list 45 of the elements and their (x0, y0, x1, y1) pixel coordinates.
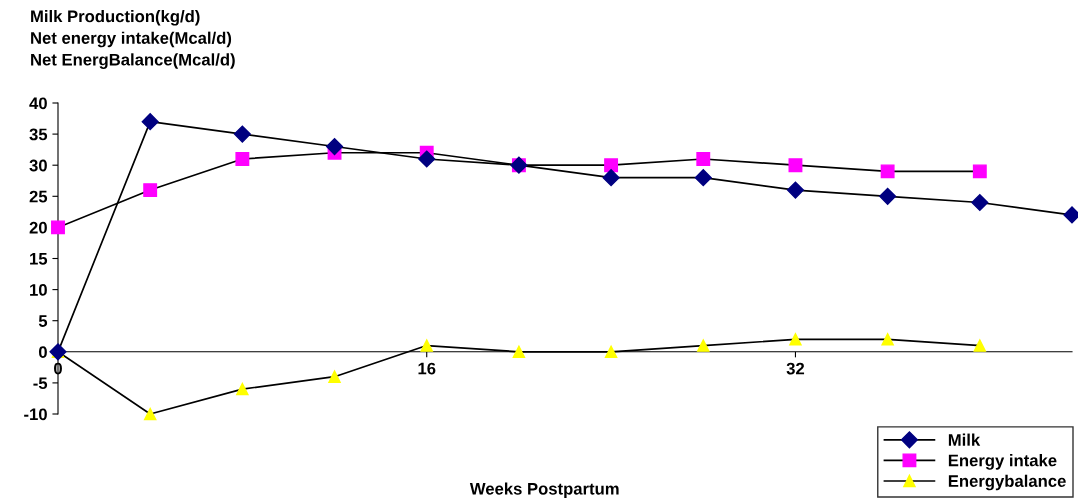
y-axis-title: Milk Production(kg/d) Net energy intake(Mcal/d) Net EnergBalance(Mcal/d) (31, 10, 235, 69)
point (602, 169, 620, 187)
point (51, 220, 65, 235)
point (143, 407, 157, 421)
legend-label: Milk (948, 433, 981, 446)
point (420, 339, 433, 352)
legend-label: Energy intake (948, 454, 1057, 470)
point (786, 181, 805, 199)
point (973, 339, 987, 352)
point (694, 169, 712, 187)
y-tick-label: 40 (29, 97, 47, 110)
point (879, 187, 897, 205)
x-axis-title: Weeks Postpartum (469, 482, 619, 498)
y-tick-label: 0 (38, 346, 47, 358)
point (697, 339, 710, 352)
point (235, 152, 250, 166)
point (972, 164, 987, 179)
point (789, 333, 802, 346)
y-tick-label: 20 (29, 221, 47, 234)
point (696, 152, 711, 166)
point (880, 164, 895, 179)
point (788, 158, 803, 173)
x-tick-label: 16 (418, 362, 436, 375)
legend-label: Energybalance (948, 474, 1066, 491)
point (604, 158, 619, 173)
y-tick-label: 25 (29, 190, 48, 203)
point (512, 345, 526, 359)
y-tick-label: -5 (33, 377, 48, 390)
point (881, 333, 894, 346)
point (971, 193, 989, 212)
point (236, 382, 249, 396)
y-tick-label: 10 (30, 284, 47, 296)
y-tick-label: -10 (24, 408, 47, 421)
point (418, 150, 436, 168)
y-tick-label: 15 (30, 253, 48, 265)
y-tick-label: 5 (38, 315, 48, 327)
y-tick-label: 30 (29, 159, 47, 172)
point (233, 125, 251, 143)
point (325, 137, 344, 156)
y-tick-label: 35 (29, 128, 48, 141)
point (143, 183, 158, 198)
point (328, 370, 341, 383)
point (604, 345, 618, 359)
point (141, 113, 159, 131)
x-tick-label: 32 (786, 362, 805, 375)
